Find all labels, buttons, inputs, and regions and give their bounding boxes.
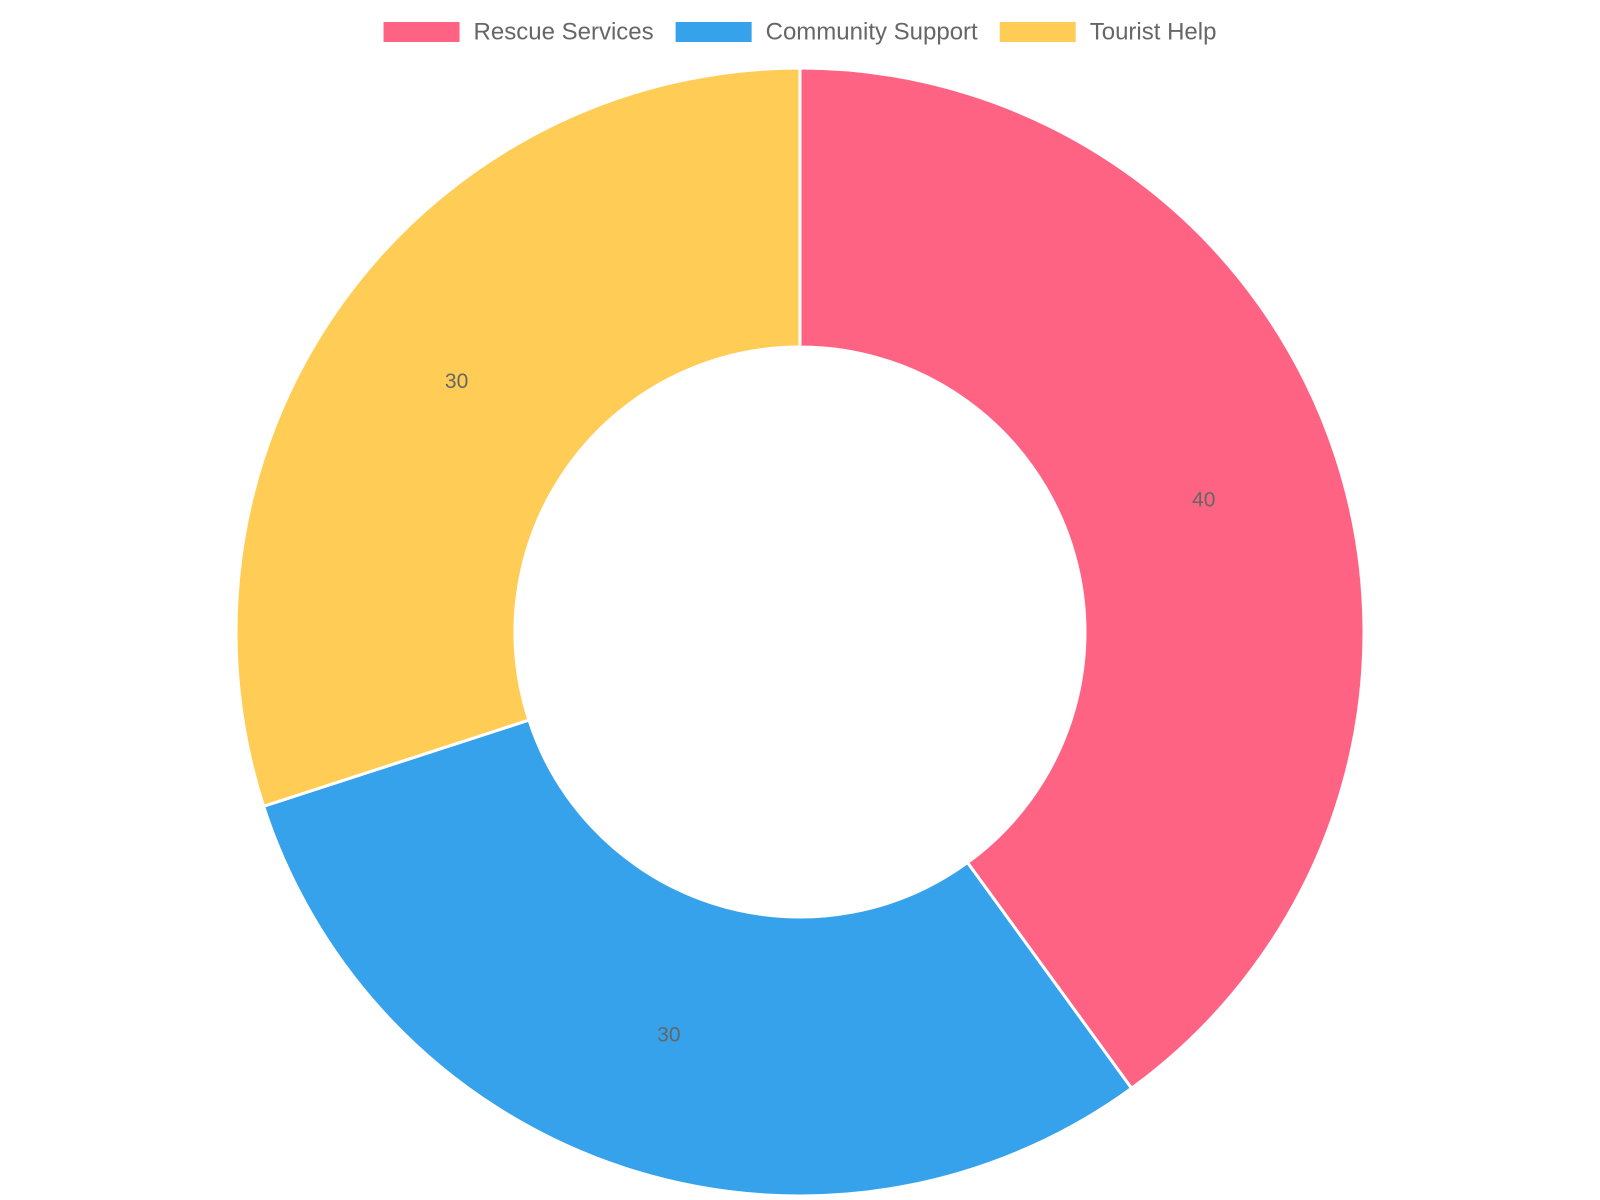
value-label: 30 (657, 1023, 680, 1046)
legend-swatch (999, 22, 1076, 42)
legend-swatch (675, 22, 752, 42)
legend: Rescue Services Community Support Tourist … (383, 18, 1217, 45)
slice (798, 66, 1366, 1091)
value-label: 30 (445, 370, 468, 393)
legend-text: Community Support (766, 18, 978, 45)
value-label: 40 (1192, 488, 1215, 511)
slice (261, 718, 1134, 1198)
legend-swatch (383, 22, 460, 42)
slice (234, 66, 802, 809)
legend-text: Rescue Services (474, 18, 654, 45)
legend-text: Tourist Help (1090, 18, 1217, 45)
